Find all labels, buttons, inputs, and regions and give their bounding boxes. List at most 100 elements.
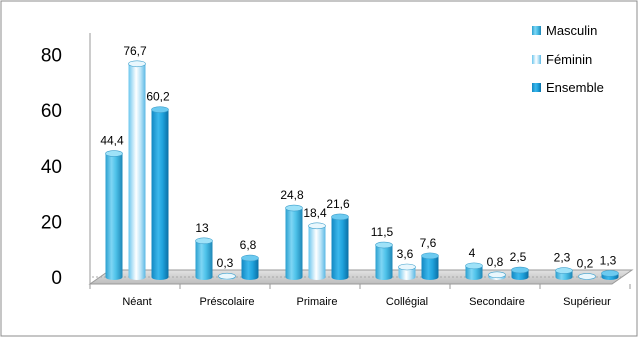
data-label: 60,2 (146, 90, 170, 104)
data-label: 3,6 (397, 247, 414, 261)
data-label: 1,3 (600, 253, 617, 267)
data-label: 76,7 (123, 44, 147, 58)
y-axis: 0 20 40 60 80 (41, 46, 62, 289)
bar-base (375, 274, 393, 280)
bar-top (398, 263, 416, 271)
bar-base (105, 274, 123, 280)
bar-top (241, 254, 259, 262)
bar-body (308, 225, 326, 277)
bar-base (241, 274, 259, 280)
bar-top (488, 271, 506, 279)
data-label: 2,3 (554, 251, 571, 265)
bar-top (151, 106, 169, 113)
bar-ensemble-secondaire: 2,5 (510, 250, 529, 280)
bar-body (421, 255, 439, 277)
bar-body (511, 270, 529, 277)
bar-body (331, 216, 349, 277)
data-label: 0,3 (217, 256, 234, 270)
bar-top (308, 222, 326, 230)
bar-ensemble-prescolaire: 6,8 (240, 238, 259, 280)
bar-top (285, 204, 303, 212)
bar-top (601, 270, 619, 277)
bar-masculin-superieur: 2,3 (554, 251, 573, 280)
chart-floor (88, 269, 634, 285)
bar-body (285, 208, 303, 277)
bar-base (511, 274, 529, 280)
data-label: 11,5 (371, 225, 394, 239)
bar-base (285, 274, 303, 280)
bar-base (308, 274, 326, 280)
bar-top (105, 150, 123, 157)
legend-swatch (532, 26, 541, 35)
y-tick-label: 40 (41, 157, 62, 178)
bar-top (421, 252, 439, 260)
bar-masculin-primaire: 24,8 (280, 188, 304, 280)
bar-feminin-primaire: 18,4 (303, 206, 327, 280)
bar-masculin-neant: 44,4 (100, 134, 124, 280)
bar-base (555, 274, 573, 280)
data-label: 21,6 (326, 197, 350, 211)
legend-swatch (532, 55, 541, 64)
bar-top (128, 60, 146, 68)
bar-masculin-collegial: 11,5 (371, 225, 394, 280)
legend-label: Féminin (546, 52, 592, 67)
bar-masculin-prescolaire: 13 (195, 221, 213, 280)
data-label: 44,4 (100, 134, 124, 148)
bar-body (398, 266, 416, 277)
bar-body (375, 245, 393, 277)
bar-top (555, 267, 573, 274)
x-tick-label: Primaire (297, 296, 338, 308)
bars: 44,4 76,7 60,2 13 0,3 6,8 24,8 18,421,6 11,53,6 7… (100, 44, 619, 280)
y-tick-label: 0 (51, 268, 62, 289)
data-label: 0,2 (577, 256, 594, 270)
bar-body (465, 265, 483, 277)
bar-ensemble-superieur: 1,3 (600, 253, 619, 280)
x-tick-label: Secondaire (469, 296, 525, 308)
data-label: 4 (469, 246, 476, 260)
data-label: 6,8 (240, 238, 257, 252)
bar-top (375, 241, 393, 249)
bar-base (128, 274, 146, 280)
bar-base (151, 274, 169, 280)
bar-base (398, 274, 416, 280)
bar-feminin-neant: 76,7 (123, 44, 147, 280)
bar-base (421, 274, 439, 280)
bar-base (465, 274, 483, 280)
x-tick-label: Collégial (386, 296, 428, 308)
legend-label: Masculin (546, 23, 597, 38)
legend-item-masculin: Masculin (532, 23, 597, 38)
bar-base (331, 274, 349, 280)
bar-feminin-superieur: 0,2 (577, 256, 596, 280)
bar-body (105, 153, 123, 277)
legend-item-feminin: Féminin (532, 52, 592, 67)
data-label: 13 (195, 221, 209, 235)
bar-masculin-secondaire: 4 (465, 246, 483, 280)
bar-top (331, 213, 349, 221)
bar-ensemble-primaire: 21,6 (326, 197, 350, 280)
y-tick-label: 20 (41, 212, 62, 233)
legend-label: Ensemble (546, 80, 604, 95)
bar-feminin-prescolaire: 0,3 (217, 256, 236, 280)
x-tick-label: Préscolaire (199, 296, 254, 308)
bar-ensemble-collegial: 7,6 (420, 236, 439, 280)
bar-body (241, 258, 259, 277)
x-tick-label: Néant (122, 296, 151, 308)
bar-feminin-collegial: 3,6 (397, 247, 416, 280)
bar-ensemble-neant: 60,2 (146, 90, 170, 280)
data-label: 0,8 (487, 255, 504, 269)
y-tick-label: 60 (41, 101, 62, 122)
bar-body (128, 63, 146, 277)
data-label: 18,4 (303, 206, 327, 220)
bar-base (195, 274, 213, 280)
data-label: 2,5 (510, 250, 527, 264)
bar-top (578, 273, 596, 280)
bar-body (151, 109, 169, 277)
data-label: 24,8 (280, 188, 304, 202)
legend-item-ensemble: Ensemble (532, 80, 604, 95)
data-label: 7,6 (420, 236, 437, 250)
bar-top (195, 237, 213, 245)
bar-top (511, 266, 529, 274)
bar-body (195, 240, 213, 277)
